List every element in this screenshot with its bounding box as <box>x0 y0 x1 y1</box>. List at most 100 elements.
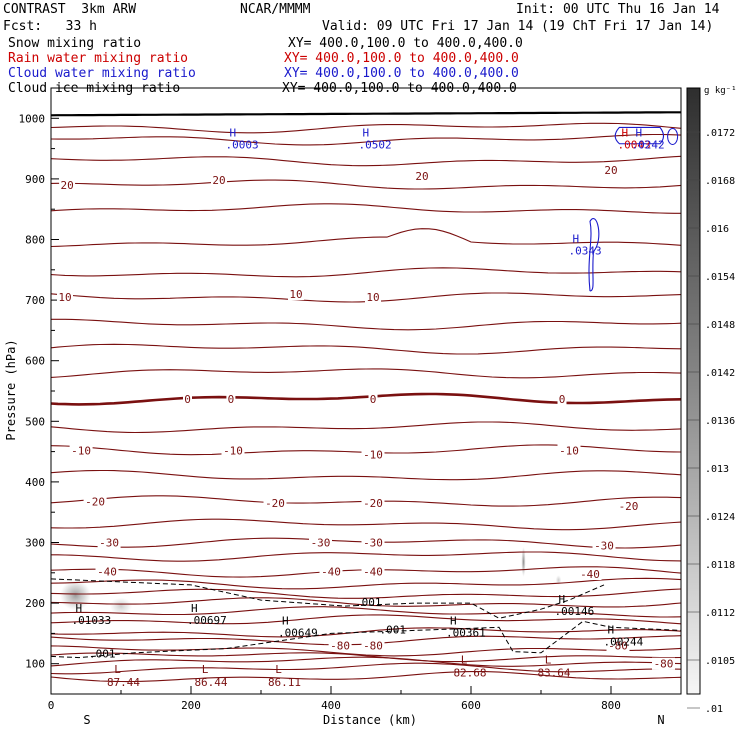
isotherm-label: -10 <box>559 444 579 457</box>
isotherm-label-bg <box>557 444 581 457</box>
low-value: 86.44 <box>194 676 227 689</box>
isotherm-label-bg <box>83 495 107 508</box>
cloud-water-contour-layer <box>588 126 679 292</box>
extremum-value: .0043 <box>618 138 651 151</box>
field-name-snow: Snow mixing ratio <box>8 36 142 51</box>
isotherm-label: 0 <box>370 393 377 406</box>
low-marker: L <box>114 663 121 676</box>
colorbar-unit: g kg⁻¹ <box>704 86 737 96</box>
isotherm-label-bg <box>97 536 121 549</box>
low-value: 86.11 <box>268 676 301 689</box>
isotherm <box>50 228 682 248</box>
low-value: 87.44 <box>107 676 140 689</box>
isotherm-label-bg <box>603 163 619 176</box>
isotherm-label: -30 <box>363 537 383 550</box>
isotherm-label: 10 <box>289 288 302 301</box>
snow-patch <box>555 575 562 585</box>
surface-line <box>50 111 681 117</box>
isotherm-label-bg <box>288 288 304 301</box>
low-marker: L <box>461 654 468 667</box>
isotherm-label: -20 <box>619 500 639 513</box>
north-label: N <box>657 713 664 727</box>
isotherm <box>50 267 682 278</box>
y-tick-label: 1000 <box>19 112 46 125</box>
high-marker: H <box>76 602 83 615</box>
isotherm <box>50 179 682 190</box>
x-axis-label: Distance (km) <box>323 713 417 727</box>
snow-shading-layer <box>60 546 562 615</box>
colorbar-gradient <box>686 87 701 695</box>
isotherm <box>50 343 682 355</box>
isotherm-label-bg <box>368 392 378 405</box>
isotherm-label-bg <box>263 497 287 510</box>
isotherm-label: -40 <box>363 566 383 579</box>
cloud-water-contour <box>614 126 665 145</box>
org-label: NCAR/MMMM <box>240 2 311 17</box>
model-title: CONTRAST 3km ARW <box>3 2 137 17</box>
isotherm-label: -40 <box>321 566 341 579</box>
x-tick-label: 800 <box>601 699 621 712</box>
isotherm <box>50 421 682 434</box>
isotherm <box>50 203 681 214</box>
extremum-value: .00649 <box>278 626 318 639</box>
extremum-value: .0003 <box>226 138 259 151</box>
isotherm-label: 20 <box>60 179 73 192</box>
high-marker: H <box>636 126 643 139</box>
y-tick-label: 900 <box>25 173 45 186</box>
y-tick-label: 100 <box>25 658 45 671</box>
high-marker: H <box>622 126 629 139</box>
isotherm-label: -20 <box>85 495 105 508</box>
colorbar-label: .0154 <box>705 272 735 283</box>
isotherm <box>50 606 682 618</box>
isotherm <box>50 635 682 646</box>
isotherm-label: -10 <box>363 449 383 462</box>
field-xy-rain: XY= 400.0,100.0 to 400.0,400.0 <box>284 51 519 66</box>
isotherm-label-bg <box>361 497 385 510</box>
isotherm-label: -40 <box>97 566 117 579</box>
colorbar-label: .0136 <box>705 416 735 427</box>
cloud-water-contour <box>667 127 679 145</box>
isotherm-label: -30 <box>594 540 614 553</box>
high-marker: H <box>608 623 615 636</box>
isotherm-label-bg <box>606 639 630 652</box>
colorbar-label: .0124 <box>705 512 735 523</box>
colorbar: .0172 .0168 .016 .0154 .0148 .0142 .0136 .013 .0… <box>686 86 737 715</box>
high-marker: H <box>363 126 370 139</box>
label-layer: -80 -80 -80 -80 -40 -40 -40 -40 -30 -30 -30 -30 -20 -… <box>57 126 675 689</box>
isotherm-label: 0 <box>184 393 191 406</box>
isotherm <box>50 614 682 625</box>
field-name-rain: Rain water mixing ratio <box>8 51 189 66</box>
colorbar-label: .0172 <box>705 128 735 139</box>
isotherm-label: -20 <box>265 497 285 510</box>
snow-patch <box>109 597 133 615</box>
isotherm-label: -10 <box>223 444 243 457</box>
isotherm-label: -20 <box>363 497 383 510</box>
isotherm <box>51 318 682 331</box>
low-value: 82.68 <box>453 667 486 680</box>
x-tick-label: 200 <box>181 699 201 712</box>
isotherm <box>51 551 682 562</box>
extremum-value: .001 <box>355 596 382 609</box>
isotherm-label-bg <box>361 565 385 578</box>
isotherm-label: -30 <box>311 537 331 550</box>
isotherm <box>50 155 682 167</box>
y-tick-label: 200 <box>25 597 45 610</box>
colorbar-label: .013 <box>705 464 729 475</box>
extremum-value: .001 <box>89 648 116 661</box>
isotherm-label: -80 <box>363 640 383 653</box>
isotherm <box>50 645 682 657</box>
high-marker: H <box>559 593 566 606</box>
isotherm-layer <box>50 111 682 683</box>
extremum-value: .01033 <box>72 614 112 627</box>
isotherm-label-bg <box>211 174 227 187</box>
colorbar-label: .0112 <box>705 608 735 619</box>
isotherm-label-bg <box>183 392 192 405</box>
isotherm <box>50 122 682 134</box>
isotherm-label: 10 <box>58 291 71 304</box>
cloud-ice-contour <box>50 620 682 659</box>
isotherm-label: -40 <box>580 568 600 581</box>
extremum-value: .00146 <box>555 605 595 618</box>
isotherm-label: -30 <box>99 537 119 550</box>
isotherm <box>50 444 682 456</box>
